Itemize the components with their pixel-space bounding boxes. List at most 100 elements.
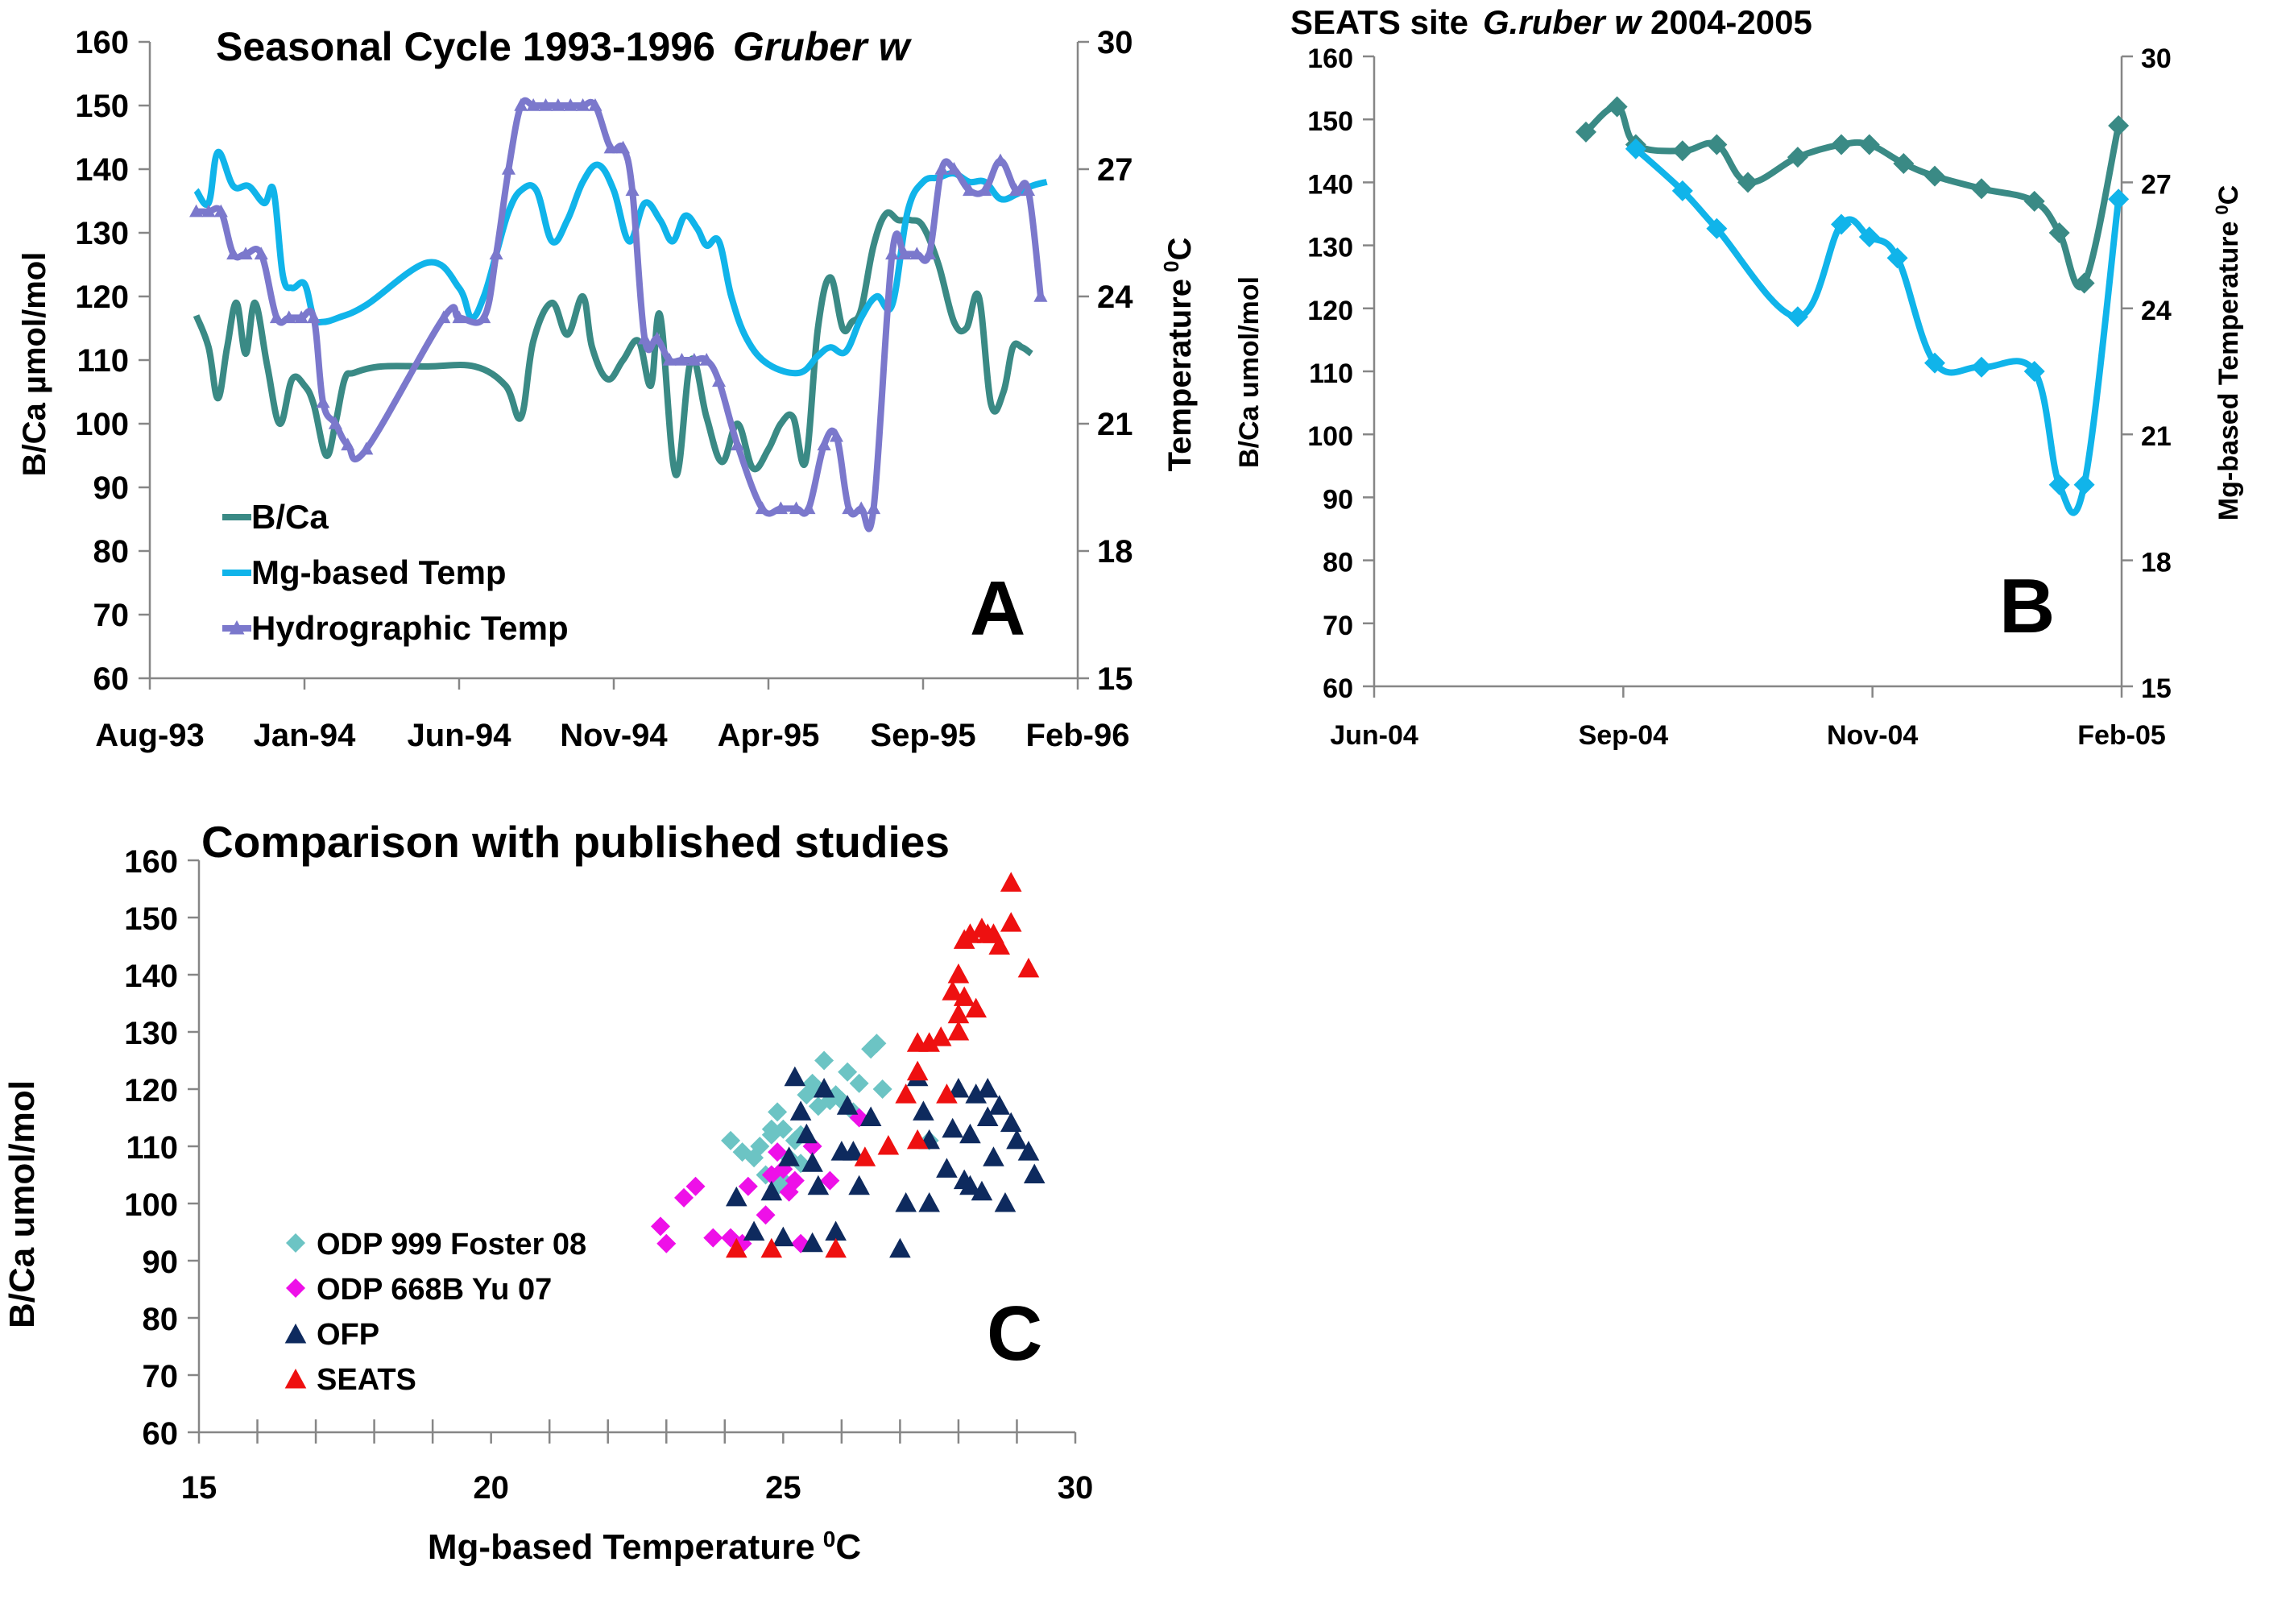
data-point bbox=[341, 437, 355, 451]
data-point bbox=[650, 331, 665, 345]
panel-c-xlabel: Mg-based Temperature 0C bbox=[428, 1527, 861, 1568]
data-point bbox=[913, 1100, 934, 1121]
data-point bbox=[1000, 872, 1022, 892]
y-tick-label: 90 bbox=[93, 470, 130, 506]
data-point bbox=[588, 98, 602, 111]
data-point bbox=[936, 1083, 958, 1104]
data-point bbox=[976, 1106, 999, 1126]
data-point bbox=[829, 429, 844, 442]
data-point bbox=[477, 310, 491, 324]
y2-tick-label: 30 bbox=[1097, 25, 1133, 60]
data-point bbox=[514, 98, 528, 111]
data-point bbox=[1021, 183, 1036, 197]
data-point bbox=[796, 1123, 818, 1144]
legend-marker bbox=[286, 1233, 305, 1253]
data-point bbox=[538, 98, 553, 111]
data-point bbox=[918, 1192, 940, 1212]
data-point bbox=[699, 353, 714, 366]
x-tick-label: 25 bbox=[765, 1470, 801, 1506]
data-point bbox=[359, 441, 374, 455]
data-point bbox=[895, 1083, 917, 1104]
data-point bbox=[1017, 1141, 1040, 1161]
data-point bbox=[983, 1146, 1004, 1166]
data-point bbox=[825, 1237, 847, 1258]
y-tick-label: 160 bbox=[124, 844, 178, 880]
data-point bbox=[838, 1062, 858, 1082]
data-point bbox=[1575, 121, 1596, 143]
data-point bbox=[2048, 222, 2070, 243]
data-point bbox=[814, 1050, 834, 1071]
data-point bbox=[2073, 474, 2095, 495]
x-tick-label: Nov-04 bbox=[1827, 720, 1918, 751]
data-point bbox=[807, 1174, 830, 1195]
data-point bbox=[721, 1130, 741, 1150]
data-point bbox=[784, 1066, 806, 1087]
y-tick-label: 160 bbox=[1307, 44, 1353, 74]
x-tick-label: Feb-05 bbox=[2077, 720, 2166, 751]
y-tick-label: 70 bbox=[1323, 611, 1353, 641]
data-point bbox=[965, 1083, 987, 1104]
data-point bbox=[1971, 178, 1992, 200]
data-point bbox=[1858, 226, 1880, 248]
y-tick-label: 60 bbox=[143, 1416, 179, 1452]
data-point bbox=[2073, 272, 2095, 294]
data-point bbox=[947, 1078, 970, 1098]
data-point bbox=[773, 501, 788, 515]
data-point bbox=[1000, 912, 1022, 932]
data-point bbox=[615, 140, 631, 154]
data-point bbox=[2108, 188, 2130, 210]
x-tick-label: Nov-94 bbox=[560, 718, 668, 753]
y-tick-label: 150 bbox=[1307, 106, 1353, 137]
data-point bbox=[1971, 356, 1992, 378]
data-point bbox=[930, 1026, 952, 1046]
data-point bbox=[2108, 115, 2130, 137]
data-point bbox=[1006, 1129, 1028, 1150]
legend-label: B/Ca bbox=[251, 498, 329, 536]
data-point bbox=[976, 923, 999, 943]
y2-tick-label: 24 bbox=[1097, 280, 1133, 315]
data-point bbox=[1858, 134, 1880, 155]
data-point bbox=[662, 353, 677, 366]
data-point bbox=[1000, 1112, 1022, 1133]
data-point bbox=[909, 246, 924, 260]
data-point bbox=[994, 1192, 1017, 1212]
y-tick-label: 90 bbox=[1323, 484, 1353, 515]
y-tick-label: 130 bbox=[1307, 233, 1353, 263]
data-point bbox=[726, 1237, 747, 1258]
data-point bbox=[760, 1180, 783, 1201]
data-point bbox=[761, 1165, 781, 1185]
y-tick-label: 140 bbox=[75, 152, 129, 188]
series-line-hydrographic-temp bbox=[196, 97, 1044, 532]
y2-tick-label: 24 bbox=[2141, 296, 2172, 326]
data-point bbox=[976, 1078, 999, 1098]
panel-c-title: Comparison with published studies bbox=[201, 817, 950, 867]
panel-c: Comparison with published studies 60 70 80… bbox=[2, 817, 1093, 1567]
y-tick-label: 140 bbox=[124, 959, 178, 994]
data-point bbox=[685, 1176, 706, 1196]
y2-tick-label: 21 bbox=[1097, 407, 1133, 442]
data-point bbox=[712, 374, 727, 387]
data-point bbox=[226, 246, 241, 260]
data-point bbox=[1737, 172, 1758, 193]
data-point bbox=[1787, 147, 1808, 168]
data-point bbox=[1033, 289, 1048, 302]
data-point bbox=[768, 1102, 788, 1122]
y-tick-label: 110 bbox=[77, 343, 129, 379]
data-point bbox=[674, 1187, 694, 1208]
data-point bbox=[971, 1180, 993, 1201]
data-point bbox=[687, 353, 702, 366]
data-point bbox=[953, 986, 975, 1006]
y-tick-label: 90 bbox=[143, 1245, 179, 1280]
y-tick-label: 130 bbox=[75, 216, 129, 251]
series-line-mg-based-temp bbox=[193, 148, 1048, 377]
data-point bbox=[756, 1205, 776, 1225]
data-point bbox=[801, 1232, 823, 1253]
legend-marker bbox=[229, 620, 245, 635]
data-point bbox=[328, 416, 342, 429]
data-point bbox=[934, 162, 949, 175]
data-point bbox=[760, 1237, 783, 1258]
x-tick-label: Jun-04 bbox=[1330, 720, 1418, 751]
data-point bbox=[825, 1220, 847, 1241]
data-point bbox=[452, 310, 466, 324]
panel-a: Seasonal Cycle 1993-1996 Gruber w 60 70 80 9… bbox=[17, 24, 1198, 753]
